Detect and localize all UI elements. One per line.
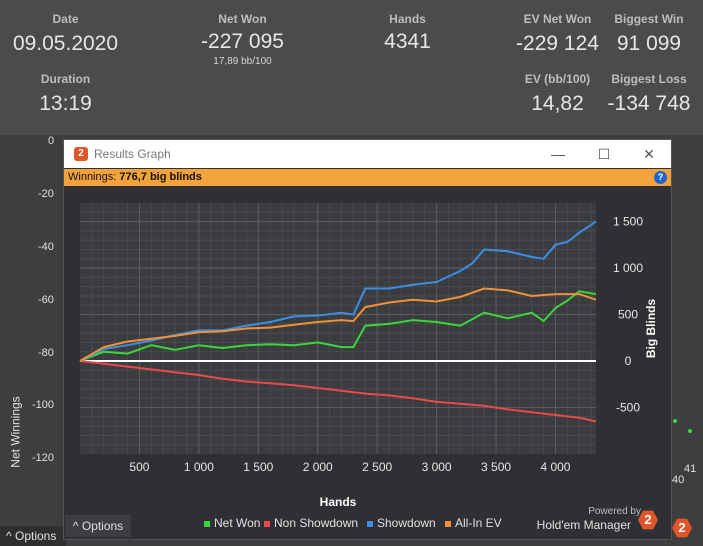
stat-label: Biggest Win <box>614 12 684 26</box>
y-tick-label: -500 <box>616 401 640 415</box>
legend-item-non-showdown[interactable]: Non Showdown <box>264 516 358 530</box>
background-y-tick: -40 <box>38 241 54 253</box>
window-titlebar[interactable]: 2 Results Graph — ☐ ✕ <box>64 140 671 168</box>
background-y-tick: -20 <box>38 188 54 200</box>
close-button[interactable]: ✕ <box>643 146 655 162</box>
legend-label: Showdown <box>377 516 436 530</box>
y-tick-label: 1 000 <box>613 261 643 275</box>
background-data-dot <box>673 419 677 423</box>
y-tick-label: 0 <box>625 354 632 368</box>
stat-ev-net-won: EV Net Won -229 124 <box>500 12 615 56</box>
stat-value: 13:19 <box>39 92 92 115</box>
legend-swatch <box>264 520 270 527</box>
banner-value: 776,7 big blinds <box>119 171 202 183</box>
legend-swatch <box>445 520 451 527</box>
results-graph-window: 2 Results Graph — ☐ ✕ Winnings: 776,7 bi… <box>63 139 672 540</box>
legend-label: Net Won <box>214 516 261 530</box>
window-title: Results Graph <box>94 147 171 161</box>
background-x-tick: 41 <box>684 463 697 475</box>
stat-label: Date <box>52 12 79 26</box>
x-tick-label: 2 000 <box>303 460 333 474</box>
stat-label: EV Net Won <box>523 12 592 26</box>
background-x-tick: 40 <box>672 474 685 486</box>
maximize-button[interactable]: ☐ <box>597 146 611 162</box>
options-label: Options <box>81 519 124 533</box>
stat-net-won: Net Won -227 095 17,89 bb/100 <box>150 12 335 67</box>
stats-panel: Date 09.05.2020 Duration 13:19 Net Won -… <box>0 0 703 135</box>
stat-value: 4341 <box>384 30 431 53</box>
stat-label: Net Won <box>218 12 267 26</box>
stat-label: Hands <box>389 12 426 26</box>
x-tick-label: 2 500 <box>362 460 392 474</box>
series-line-all-in-ev <box>79 287 597 362</box>
powered-by-label: Powered by <box>588 506 641 517</box>
legend-label: All-In EV <box>455 516 502 530</box>
stat-label: Duration <box>40 72 91 86</box>
background-y-tick: -120 <box>32 452 55 464</box>
legend-swatch <box>204 520 210 527</box>
background-options-button[interactable]: ^ Options <box>0 526 66 546</box>
series-line-showdown <box>79 220 597 362</box>
series-line-net-won <box>79 290 597 362</box>
background-y-tick: -80 <box>38 347 54 359</box>
stat-value: -227 095 <box>201 30 284 53</box>
legend-label: Non Showdown <box>274 516 359 530</box>
x-tick-label: 1 500 <box>243 460 273 474</box>
stat-label: EV (bb/100) <box>524 72 591 86</box>
caret-up-icon: ^ <box>72 519 79 533</box>
options-label: Options <box>14 529 57 543</box>
stat-value: 91 099 <box>616 32 682 55</box>
stat-ev-bb: EV (bb/100) 14,82 <box>500 72 615 116</box>
legend-item-all-in-ev[interactable]: All-In EV <box>445 516 502 530</box>
help-icon[interactable]: ? <box>654 171 667 184</box>
y-tick-label: 500 <box>618 308 638 322</box>
minimize-button[interactable]: — <box>551 146 565 162</box>
background-y-tick: -100 <box>32 399 55 411</box>
stat-label: Biggest Loss <box>611 72 687 86</box>
caret-up-icon: ^ <box>6 529 12 543</box>
x-tick-label: 4 000 <box>540 460 570 474</box>
x-tick-label: 500 <box>129 460 149 474</box>
x-axis-title: Hands <box>320 495 357 509</box>
legend-item-net-won[interactable]: Net Won <box>204 516 260 530</box>
winnings-banner: Winnings: 776,7 big blinds ? <box>64 169 671 186</box>
stat-duration: Duration 13:19 <box>8 72 123 116</box>
background-data-dot <box>688 429 692 433</box>
results-chart: 500 1 000 1 500 2 000 2 500 3 000 3 500 4 000 1 … <box>79 203 658 509</box>
stat-hands: Hands 4341 <box>350 12 465 54</box>
stat-biggest-loss: Biggest Loss -134 748 <box>597 72 701 116</box>
x-tick-label: 3 500 <box>481 460 511 474</box>
stat-sub-value: 17,89 bb/100 <box>213 56 272 67</box>
holdem-manager-logo-icon: 2 <box>672 518 692 538</box>
legend-item-showdown[interactable]: Showdown <box>367 516 436 530</box>
background-y-axis-title: Net Winnings <box>8 396 23 468</box>
stat-value: -134 748 <box>607 92 691 115</box>
y-tick-label: 1 500 <box>613 215 643 229</box>
stat-value: -229 124 <box>516 32 599 55</box>
banner-label: Winnings: <box>68 171 117 183</box>
stat-biggest-win: Biggest Win 91 099 <box>597 12 701 56</box>
app-logo-icon: 2 <box>74 147 88 161</box>
background-y-tick: 0 <box>48 135 55 147</box>
stat-date: Date 09.05.2020 <box>8 12 123 56</box>
stat-value: 14,82 <box>531 92 584 115</box>
stat-value: 09.05.2020 <box>12 32 119 55</box>
x-tick-label: 3 000 <box>422 460 452 474</box>
x-tick-label: 1 000 <box>184 460 214 474</box>
background-y-tick: -60 <box>38 294 54 306</box>
series-line-non-showdown <box>79 360 597 423</box>
legend-swatch <box>367 520 373 527</box>
y-axis-title: Big Blinds <box>644 299 658 359</box>
holdem-manager-logo-icon: 2 <box>638 510 658 530</box>
plot-area <box>80 203 596 454</box>
brand-label: Hold'em Manager <box>536 518 631 532</box>
options-button[interactable]: ^ Options <box>65 515 131 537</box>
